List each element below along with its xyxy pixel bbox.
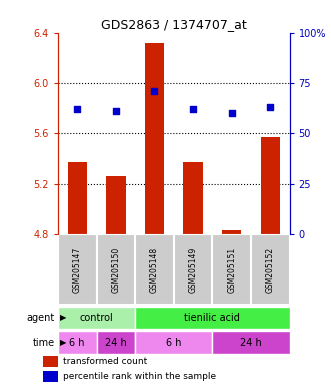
Text: time: time bbox=[32, 338, 55, 348]
Text: GSM205148: GSM205148 bbox=[150, 247, 159, 293]
Text: 24 h: 24 h bbox=[105, 338, 127, 348]
Bar bbox=[135, 234, 174, 305]
Text: GSM205151: GSM205151 bbox=[227, 247, 236, 293]
Text: tienilic acid: tienilic acid bbox=[184, 313, 240, 323]
Text: transformed count: transformed count bbox=[63, 357, 147, 366]
Text: ▶: ▶ bbox=[60, 338, 66, 347]
Bar bbox=[174, 234, 213, 305]
Text: GSM205150: GSM205150 bbox=[111, 247, 120, 293]
Text: 6 h: 6 h bbox=[70, 338, 85, 348]
Point bbox=[74, 106, 80, 113]
Bar bbox=[213, 234, 251, 305]
Text: agent: agent bbox=[26, 313, 55, 323]
Bar bbox=[183, 162, 203, 234]
Point bbox=[113, 108, 118, 114]
Text: ▶: ▶ bbox=[60, 313, 66, 322]
Bar bbox=[58, 306, 135, 329]
Bar bbox=[43, 356, 58, 367]
Bar bbox=[135, 306, 290, 329]
Point bbox=[229, 110, 234, 116]
Text: 6 h: 6 h bbox=[166, 338, 181, 348]
Bar bbox=[145, 43, 164, 234]
Title: GDS2863 / 1374707_at: GDS2863 / 1374707_at bbox=[101, 18, 247, 31]
Text: GSM205152: GSM205152 bbox=[266, 247, 275, 293]
Bar bbox=[260, 137, 280, 234]
Point bbox=[268, 104, 273, 110]
Point bbox=[190, 106, 196, 113]
Bar bbox=[135, 331, 213, 354]
Bar bbox=[43, 371, 58, 382]
Text: GSM205149: GSM205149 bbox=[189, 247, 198, 293]
Text: 24 h: 24 h bbox=[240, 338, 262, 348]
Text: GSM205147: GSM205147 bbox=[73, 247, 82, 293]
Point bbox=[152, 88, 157, 94]
Bar bbox=[58, 234, 97, 305]
Text: control: control bbox=[80, 313, 114, 323]
Bar bbox=[58, 331, 97, 354]
Bar bbox=[97, 331, 135, 354]
Bar bbox=[251, 234, 290, 305]
Bar bbox=[222, 230, 241, 234]
Bar bbox=[213, 331, 290, 354]
Bar bbox=[97, 234, 135, 305]
Bar bbox=[68, 162, 87, 234]
Text: percentile rank within the sample: percentile rank within the sample bbox=[63, 372, 216, 381]
Bar bbox=[106, 176, 125, 234]
